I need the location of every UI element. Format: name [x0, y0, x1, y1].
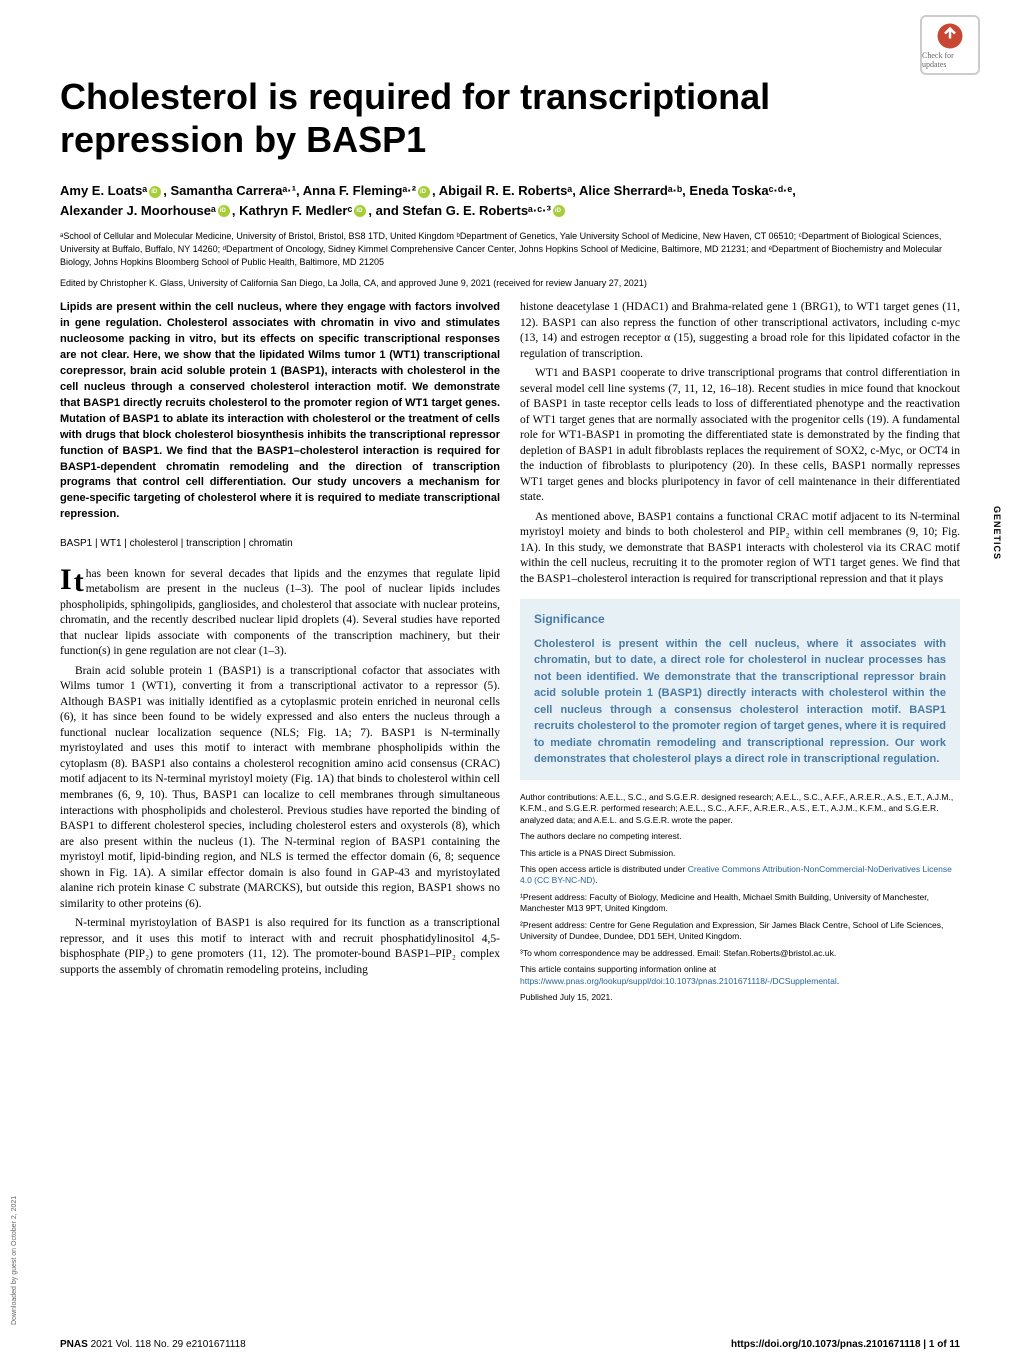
body-paragraph: It has been known for several decades th…	[60, 567, 500, 660]
body-paragraph: Brain acid soluble protein 1 (BASP1) is …	[60, 664, 500, 912]
orcid-icon[interactable]	[553, 205, 565, 217]
footnote: ²Present address: Centre for Gene Regula…	[520, 920, 960, 943]
keywords: BASP1 | WT1 | cholesterol | transcriptio…	[60, 537, 500, 551]
author-segment: , Kathryn F. Medlerᶜ	[232, 203, 353, 218]
author-segment: , Samantha Carreraᵃ·¹, Anna F. Flemingᵃ·…	[163, 183, 416, 198]
right-column: histone deacetylase 1 (HDAC1) and Brahma…	[520, 300, 960, 1009]
authors-list: Amy E. Loatsᵃ , Samantha Carreraᵃ·¹, Anna…	[60, 181, 960, 220]
page-footer: PNAS 2021 Vol. 118 No. 29 e2101671118 ht…	[60, 1339, 960, 1350]
body-paragraph: N-terminal myristoylation of BASP1 is al…	[60, 916, 500, 978]
supplemental-link[interactable]: https://www.pnas.org/lookup/suppl/doi:10…	[520, 976, 837, 986]
author-segment: Amy E. Loatsᵃ	[60, 183, 147, 198]
footnote-text: This open access article is distributed …	[520, 864, 688, 874]
footnote: ³To whom correspondence may be addressed…	[520, 948, 960, 959]
footnote-text: .	[837, 976, 839, 986]
footer-right: https://doi.org/10.1073/pnas.2101671118 …	[731, 1339, 960, 1350]
significance-title: Significance	[534, 611, 946, 627]
footnote-text: This article contains supporting informa…	[520, 964, 716, 974]
orcid-icon[interactable]	[149, 186, 161, 198]
footnote: Author contributions: A.E.L., S.C., and …	[520, 792, 960, 826]
download-label: Downloaded by guest on October 2, 2021	[11, 1196, 18, 1325]
footnote: ¹Present address: Faculty of Biology, Me…	[520, 892, 960, 915]
category-label: GENETICS	[992, 506, 1002, 560]
footnote: This open access article is distributed …	[520, 864, 960, 887]
left-column: Lipids are present within the cell nucle…	[60, 300, 500, 1009]
affiliations: ᵃSchool of Cellular and Molecular Medici…	[60, 230, 960, 268]
footnote: This article contains supporting informa…	[520, 964, 960, 987]
check-updates-icon	[935, 21, 965, 51]
footnote: Published July 15, 2021.	[520, 992, 960, 1003]
article-title: Cholesterol is required for transcriptio…	[60, 75, 960, 161]
footer-left: PNAS 2021 Vol. 118 No. 29 e2101671118	[60, 1339, 246, 1350]
author-segment: , Abigail R. E. Robertsᵃ, Alice Sherrard…	[432, 183, 796, 198]
footnote: This article is a PNAS Direct Submission…	[520, 848, 960, 859]
footnote: The authors declare no competing interes…	[520, 831, 960, 842]
body-paragraph: histone deacetylase 1 (HDAC1) and Brahma…	[520, 300, 960, 362]
author-segment: , and Stefan G. E. Robertsᵃ·ᶜ·³	[368, 203, 550, 218]
footnote-text: .	[595, 875, 597, 885]
edited-by: Edited by Christopher K. Glass, Universi…	[60, 278, 960, 288]
significance-box: Significance Cholesterol is present with…	[520, 599, 960, 779]
body-text: t has been known for several decades tha…	[60, 568, 500, 658]
orcid-icon[interactable]	[218, 205, 230, 217]
orcid-icon[interactable]	[354, 205, 366, 217]
body-paragraph: WT1 and BASP1 cooperate to drive transcr…	[520, 366, 960, 506]
body-paragraph: As mentioned above, BASP1 contains a fun…	[520, 510, 960, 588]
check-updates-label: Check for updates	[922, 51, 978, 69]
author-segment: Alexander J. Moorhouseᵃ	[60, 203, 216, 218]
footnotes: Author contributions: A.E.L., S.C., and …	[520, 792, 960, 1004]
orcid-icon[interactable]	[418, 186, 430, 198]
significance-text: Cholesterol is present within the cell n…	[534, 636, 946, 768]
abstract: Lipids are present within the cell nucle…	[60, 300, 500, 523]
check-updates-badge[interactable]: Check for updates	[920, 15, 980, 75]
